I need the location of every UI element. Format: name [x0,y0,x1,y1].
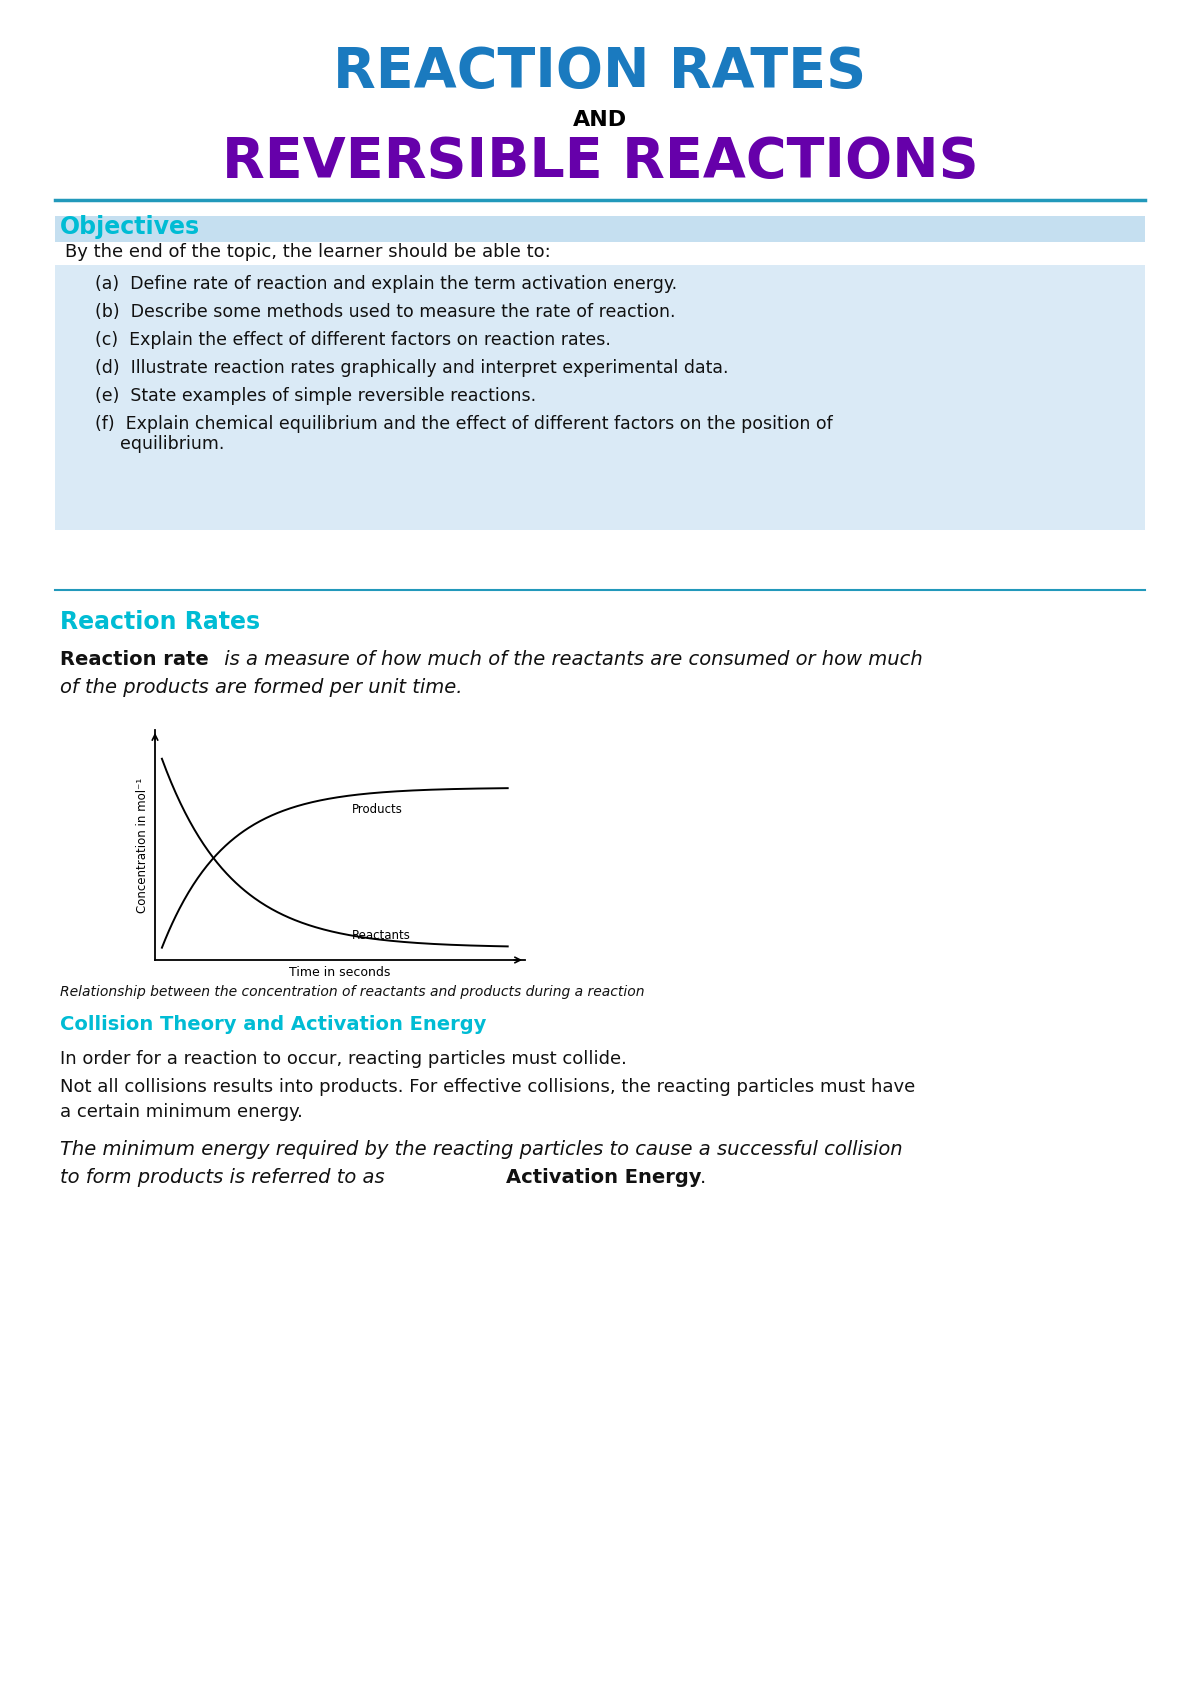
Text: Reaction Rates: Reaction Rates [60,609,260,635]
Text: Not all collisions results into products. For effective collisions, the reacting: Not all collisions results into products… [60,1078,916,1096]
Text: The minimum energy required by the reacting particles to cause a successful coll: The minimum energy required by the react… [60,1140,902,1159]
Text: REVERSIBLE REACTIONS: REVERSIBLE REACTIONS [222,136,978,188]
Bar [55,265,1145,529]
Text: is a measure of how much of the reactants are consumed or how much: is a measure of how much of the reactant… [218,650,923,669]
Y-axis label: Concentration in mol⁻¹: Concentration in mol⁻¹ [137,777,150,913]
Bar [55,216,1145,243]
Text: Activation Energy: Activation Energy [506,1168,702,1186]
Text: to form products is referred to as: to form products is referred to as [60,1168,391,1186]
Text: In order for a reaction to occur, reacting particles must collide.: In order for a reaction to occur, reacti… [60,1050,626,1067]
Text: Relationship between the concentration of reactants and products during a reacti: Relationship between the concentration o… [60,984,644,1000]
Text: (d)  Illustrate reaction rates graphically and interpret experimental data.: (d) Illustrate reaction rates graphicall… [95,360,728,377]
Text: (e)  State examples of simple reversible reactions.: (e) State examples of simple reversible … [95,387,536,406]
Text: (c)  Explain the effect of different factors on reaction rates.: (c) Explain the effect of different fact… [95,331,611,350]
Text: REACTION RATES: REACTION RATES [334,46,866,98]
Text: .: . [700,1168,707,1186]
Text: (b)  Describe some methods used to measure the rate of reaction.: (b) Describe some methods used to measur… [95,304,676,321]
X-axis label: Time in seconds: Time in seconds [289,966,391,979]
Text: equilibrium.: equilibrium. [120,434,224,453]
Text: Reactants: Reactants [352,930,410,942]
Text: (a)  Define rate of reaction and explain the term activation energy.: (a) Define rate of reaction and explain … [95,275,677,294]
Text: Collision Theory and Activation Energy: Collision Theory and Activation Energy [60,1015,486,1033]
Text: Objectives: Objectives [60,216,200,239]
Text: of the products are formed per unit time.: of the products are formed per unit time… [60,679,462,697]
Text: AND: AND [572,110,628,131]
Text: Products: Products [352,803,403,816]
Text: By the end of the topic, the learner should be able to:: By the end of the topic, the learner sho… [65,243,551,261]
Text: (f)  Explain chemical equilibrium and the effect of different factors on the pos: (f) Explain chemical equilibrium and the… [95,416,833,433]
Text: Reaction rate: Reaction rate [60,650,209,669]
Text: a certain minimum energy.: a certain minimum energy. [60,1103,302,1122]
